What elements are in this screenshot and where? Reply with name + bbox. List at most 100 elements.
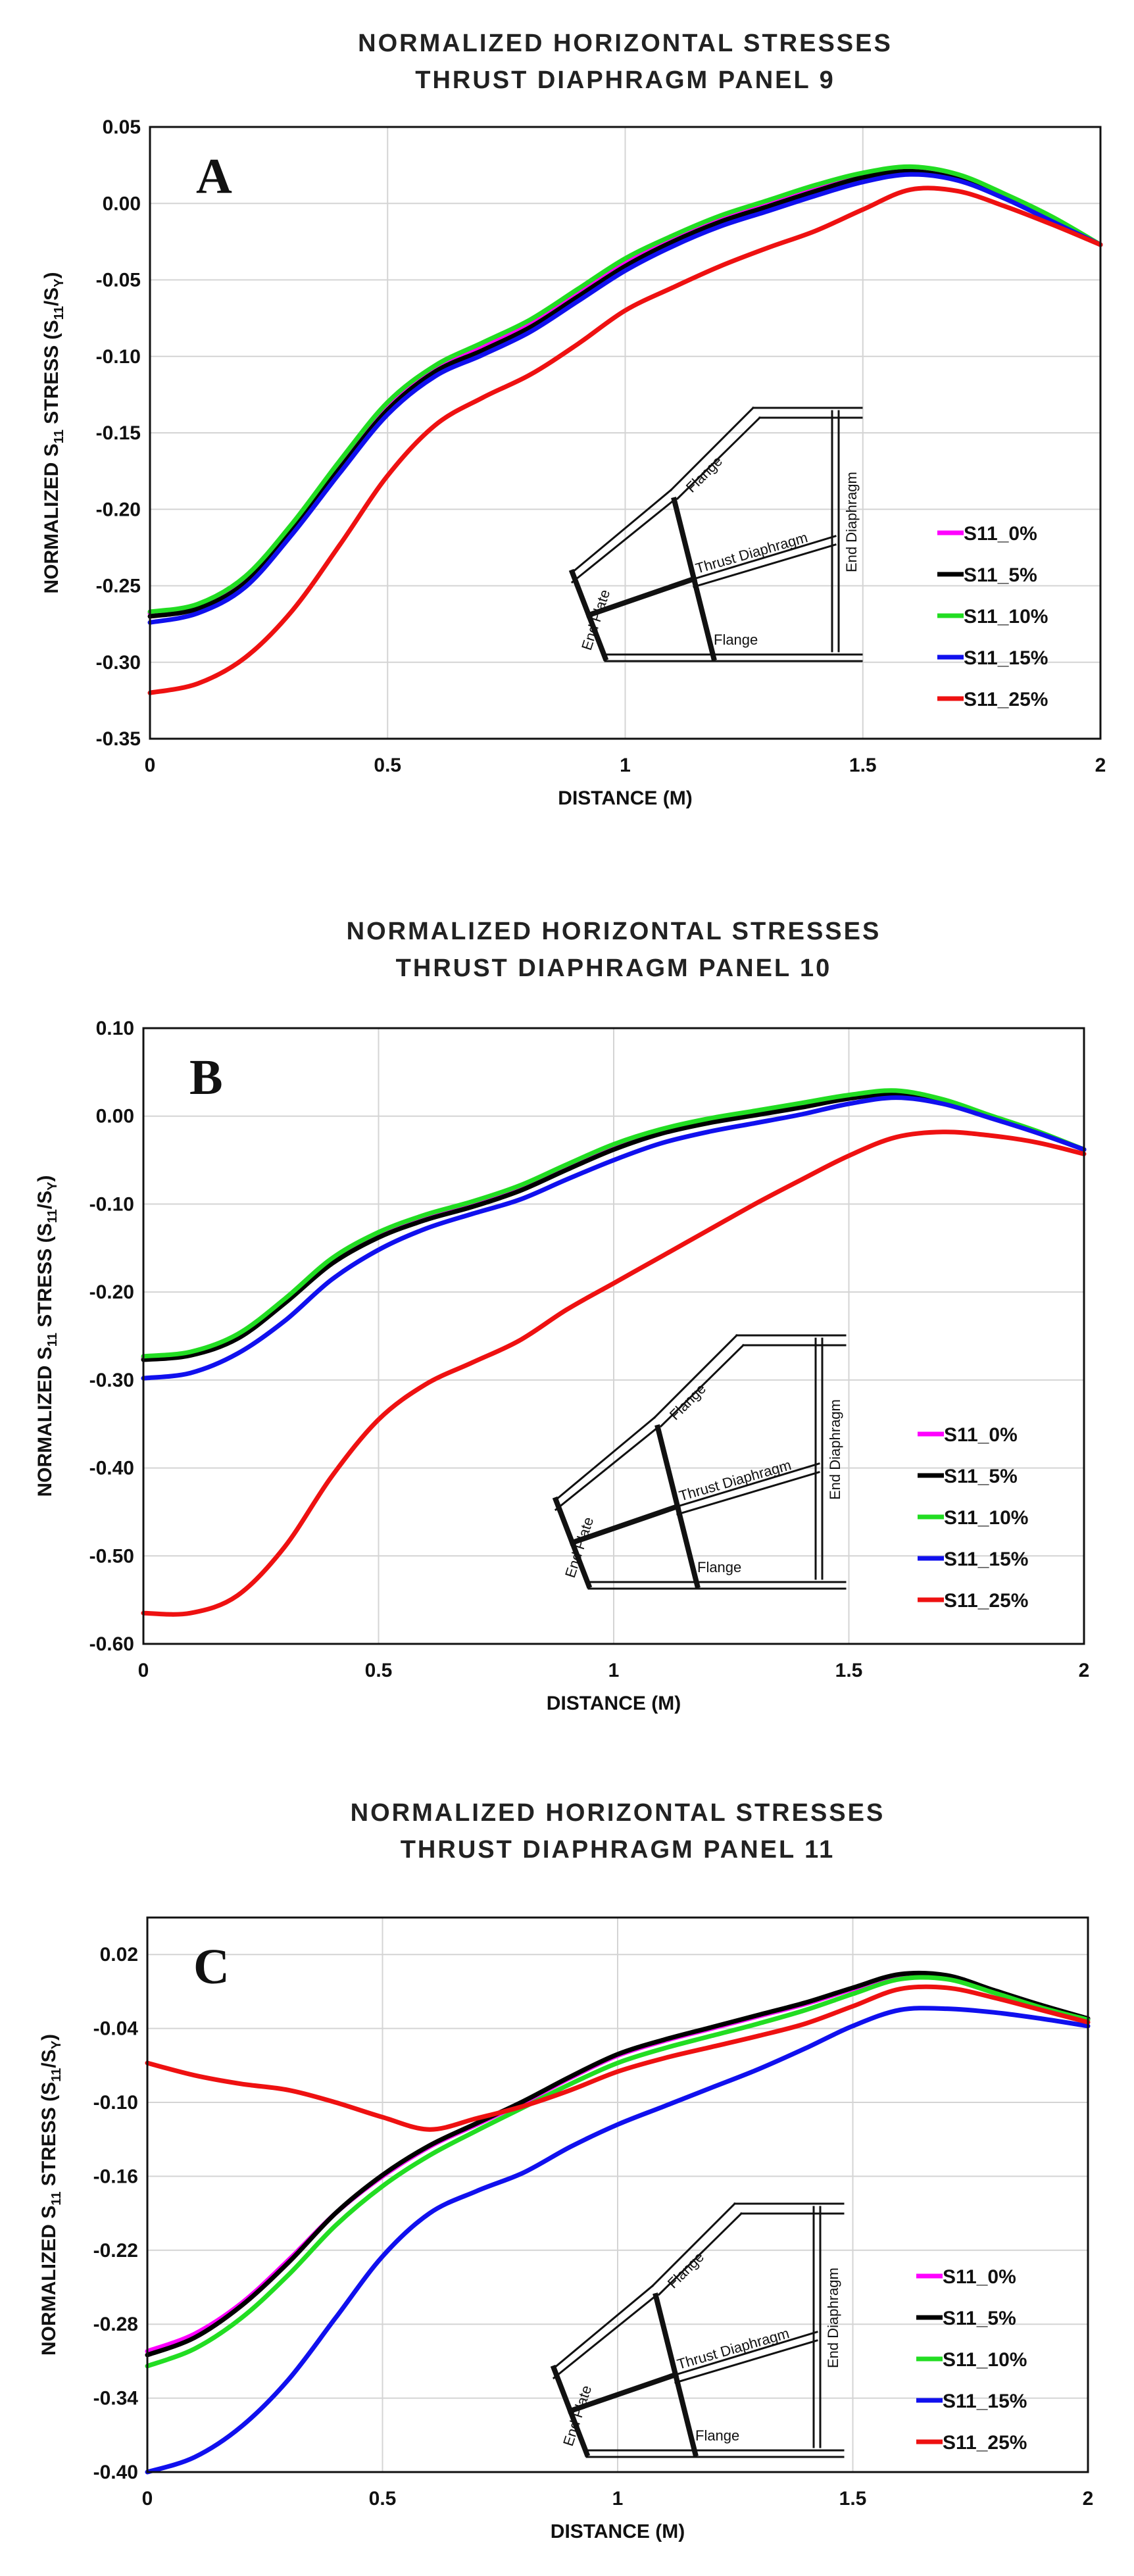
- y-tick-label: 0.00: [103, 193, 141, 214]
- legend-label-0: S11_0%: [964, 523, 1037, 545]
- plot-frame: [149, 126, 1102, 740]
- panel-letter: C: [193, 1939, 230, 1994]
- series-line-3: [147, 172, 1103, 625]
- x-tick-label: 0.5: [369, 2488, 397, 2510]
- inset-line: [676, 1471, 820, 1516]
- x-tick-label: 1.5: [835, 1660, 863, 1681]
- y-tick-label: -0.20: [96, 499, 141, 520]
- series-line-4: [145, 1984, 1091, 2132]
- y-tick-label: -0.20: [89, 1281, 134, 1303]
- y-tick-label: 0.05: [103, 116, 141, 138]
- inset-line: [552, 2284, 654, 2370]
- legend-label-1: S11_5%: [943, 2308, 1016, 2329]
- inset-line: [693, 535, 837, 580]
- y-tick-label: 0.02: [100, 1944, 138, 1966]
- y-tick-label: -0.10: [93, 2092, 138, 2114]
- inset-line: [669, 406, 755, 492]
- legend-label-2: S11_10%: [964, 606, 1048, 628]
- y-tick-label: -0.34: [93, 2388, 139, 2410]
- chart-title-line2: THRUST DIAPHRAGM PANEL 10: [396, 954, 832, 982]
- y-tick-label: -0.28: [93, 2314, 138, 2335]
- x-tick-label: 2: [1083, 2488, 1094, 2510]
- legend-label-3: S11_15%: [964, 647, 1048, 669]
- inset-line: [693, 543, 837, 588]
- chart-title-line2: THRUST DIAPHRAGM PANEL 11: [401, 1836, 835, 1864]
- legend-label-4: S11_25%: [944, 1590, 1028, 1612]
- x-tick-label: 1: [612, 2488, 624, 2510]
- x-tick-label: 0: [145, 755, 156, 776]
- y-tick-label: -0.10: [89, 1193, 134, 1215]
- y-tick-label: -0.35: [96, 728, 141, 750]
- x-tick-label: 0: [138, 1660, 149, 1681]
- inset-line: [653, 1333, 739, 1420]
- legend-label-0: S11_0%: [944, 1424, 1018, 1446]
- inset-line: [570, 498, 676, 584]
- legend-label-4: S11_25%: [964, 689, 1048, 710]
- x-tick-label: 2: [1079, 1660, 1090, 1681]
- y-tick-label: 0.10: [96, 1018, 134, 1039]
- chart-title-line2: THRUST DIAPHRAGM PANEL 9: [415, 66, 835, 94]
- inset-line: [674, 2339, 818, 2384]
- legend-label-4: S11_25%: [943, 2432, 1027, 2454]
- x-tick-label: 1.5: [839, 2488, 867, 2510]
- y-tick-label: -0.15: [96, 422, 141, 444]
- series-line-3: [145, 2006, 1091, 2475]
- x-axis-label: DISTANCE (M): [551, 2521, 685, 2542]
- y-axis-label: NORMALIZED S11 STRESS (S11/SY): [41, 272, 66, 593]
- y-tick-label: -0.16: [93, 2166, 138, 2187]
- inset-label-end-diaphragm: End Diaphragm: [825, 2267, 841, 2368]
- inset-label-end-diaphragm: End Diaphragm: [827, 1399, 843, 1500]
- x-tick-label: 1: [608, 1660, 620, 1681]
- inset-line: [651, 2202, 737, 2288]
- inset-label-flange-top: Flange: [683, 453, 726, 495]
- series-line-2: [147, 164, 1103, 614]
- series-line-3: [141, 1095, 1087, 1381]
- panel-letter: B: [189, 1050, 223, 1105]
- inset-line: [676, 1462, 820, 1508]
- inset-label-flange-top: Flange: [666, 1380, 709, 1423]
- inset-line: [657, 2212, 743, 2296]
- series-line-2: [141, 1088, 1087, 1359]
- legend-label-1: S11_5%: [964, 564, 1037, 586]
- legend-label-3: S11_15%: [943, 2390, 1027, 2412]
- chart-title-line1: NORMALIZED HORIZONTAL STRESSES: [351, 1799, 885, 1827]
- inset-label-end-diaphragm: End Diaphragm: [843, 472, 860, 572]
- x-tick-label: 2: [1095, 755, 1106, 776]
- y-axis-label: NORMALIZED S11 STRESS (S11/SY): [34, 1175, 60, 1497]
- panel-letter: A: [196, 149, 232, 204]
- chart-b: NORMALIZED HORIZONTAL STRESSES THRUST DIA…: [34, 918, 1089, 1714]
- inset-label-flange-bottom: Flange: [695, 2427, 739, 2444]
- chart-a: NORMALIZED HORIZONTAL STRESSES THRUST DIA…: [41, 30, 1106, 809]
- plot-frame: [146, 1916, 1089, 2473]
- y-axis-label: NORMALIZED S11 STRESS (S11/SY): [38, 2034, 64, 2356]
- y-tick-label: -0.50: [89, 1545, 134, 1567]
- x-tick-label: 0: [142, 2488, 153, 2510]
- series-line-2: [145, 1975, 1091, 2369]
- inset-line: [659, 1343, 745, 1428]
- chart-c: NORMALIZED HORIZONTAL STRESSES THRUST DIA…: [38, 1799, 1093, 2542]
- x-axis-label: DISTANCE (M): [558, 787, 692, 809]
- inset-line: [568, 1502, 681, 1547]
- x-tick-label: 1: [620, 755, 631, 776]
- legend-label-2: S11_10%: [943, 2349, 1027, 2371]
- y-tick-label: -0.40: [89, 1458, 134, 1479]
- series-line-4: [141, 1129, 1087, 1617]
- legend-label-1: S11_5%: [944, 1466, 1018, 1487]
- y-tick-label: -0.04: [93, 2018, 139, 2040]
- y-tick-label: -0.10: [96, 346, 141, 368]
- inset-label-flange-bottom: Flange: [697, 1559, 741, 1575]
- y-tick-label: -0.25: [96, 576, 141, 597]
- inset-line: [570, 488, 673, 574]
- inset-line: [554, 1425, 660, 1512]
- x-tick-label: 0.5: [365, 1660, 393, 1681]
- x-tick-label: 1.5: [849, 755, 877, 776]
- inset-line: [554, 1416, 656, 1502]
- chart-title-line1: NORMALIZED HORIZONTAL STRESSES: [347, 918, 881, 945]
- inset-line: [676, 416, 762, 501]
- plot-frame: [142, 1027, 1085, 1645]
- y-tick-label: -0.22: [93, 2240, 138, 2262]
- legend-label-2: S11_10%: [944, 1507, 1028, 1529]
- series-line-4: [147, 186, 1103, 695]
- x-axis-label: DISTANCE (M): [547, 1693, 681, 1714]
